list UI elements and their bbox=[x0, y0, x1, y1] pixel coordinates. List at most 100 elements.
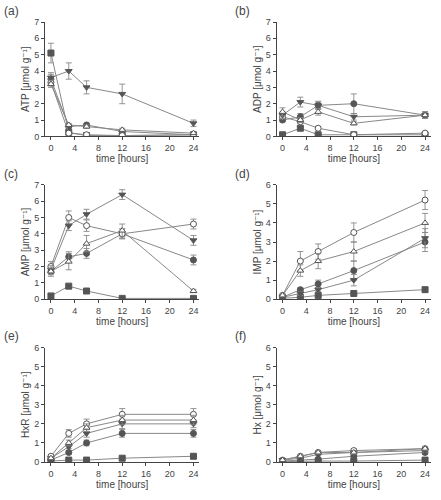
svg-text:12: 12 bbox=[117, 469, 127, 479]
svg-text:16: 16 bbox=[373, 306, 383, 316]
svg-text:16: 16 bbox=[141, 469, 151, 479]
svg-text:4: 4 bbox=[266, 66, 271, 76]
svg-text:1: 1 bbox=[34, 115, 39, 125]
svg-text:1: 1 bbox=[34, 278, 39, 288]
svg-text:12: 12 bbox=[349, 306, 359, 316]
svg-text:(d): (d) bbox=[235, 167, 250, 181]
svg-text:(c): (c) bbox=[4, 167, 18, 181]
svg-text:4: 4 bbox=[34, 381, 39, 391]
svg-text:16: 16 bbox=[373, 143, 383, 153]
svg-text:0: 0 bbox=[34, 457, 39, 467]
svg-text:7: 7 bbox=[266, 17, 271, 27]
svg-text:IMP [μmol g⁻¹]: IMP [μmol g⁻¹] bbox=[252, 209, 263, 274]
svg-text:0: 0 bbox=[48, 469, 53, 479]
svg-text:8: 8 bbox=[328, 469, 333, 479]
svg-text:time [hours]: time [hours] bbox=[328, 479, 380, 490]
svg-text:time [hours]: time [hours] bbox=[328, 316, 380, 327]
svg-text:time [hours]: time [hours] bbox=[96, 316, 148, 327]
svg-text:0: 0 bbox=[266, 132, 271, 142]
svg-text:0: 0 bbox=[34, 294, 39, 304]
svg-text:0: 0 bbox=[280, 306, 285, 316]
svg-text:Hx [μmol g⁻¹]: Hx [μmol g⁻¹] bbox=[252, 375, 263, 435]
svg-text:16: 16 bbox=[141, 143, 151, 153]
svg-text:16: 16 bbox=[141, 306, 151, 316]
svg-text:8: 8 bbox=[328, 306, 333, 316]
svg-text:20: 20 bbox=[396, 469, 406, 479]
svg-text:6: 6 bbox=[34, 33, 39, 43]
svg-text:12: 12 bbox=[349, 469, 359, 479]
svg-text:3: 3 bbox=[266, 237, 271, 247]
svg-text:2: 2 bbox=[266, 419, 271, 429]
svg-text:3: 3 bbox=[266, 400, 271, 410]
svg-text:7: 7 bbox=[34, 180, 39, 190]
svg-text:3: 3 bbox=[34, 400, 39, 410]
svg-text:20: 20 bbox=[165, 469, 175, 479]
svg-text:HxR [μmol g⁻¹]: HxR [μmol g⁻¹] bbox=[20, 371, 31, 438]
svg-text:16: 16 bbox=[373, 469, 383, 479]
svg-text:4: 4 bbox=[72, 469, 77, 479]
svg-text:7: 7 bbox=[34, 17, 39, 27]
svg-text:time [hours]: time [hours] bbox=[328, 153, 380, 164]
svg-text:5: 5 bbox=[34, 362, 39, 372]
svg-text:0: 0 bbox=[34, 132, 39, 142]
svg-text:ADP [μmol g⁻¹]: ADP [μmol g⁻¹] bbox=[252, 45, 263, 113]
svg-text:8: 8 bbox=[328, 143, 333, 153]
svg-text:24: 24 bbox=[188, 306, 198, 316]
svg-text:3: 3 bbox=[266, 83, 271, 93]
svg-text:0: 0 bbox=[48, 306, 53, 316]
svg-text:24: 24 bbox=[420, 469, 430, 479]
svg-text:1: 1 bbox=[266, 115, 271, 125]
svg-text:5: 5 bbox=[266, 199, 271, 209]
svg-text:5: 5 bbox=[34, 50, 39, 60]
svg-text:6: 6 bbox=[34, 196, 39, 206]
svg-text:time [hours]: time [hours] bbox=[96, 479, 148, 490]
svg-text:2: 2 bbox=[34, 99, 39, 109]
svg-text:6: 6 bbox=[34, 343, 39, 353]
svg-text:6: 6 bbox=[266, 33, 271, 43]
svg-text:4: 4 bbox=[266, 381, 271, 391]
svg-text:4: 4 bbox=[34, 229, 39, 239]
svg-text:(a): (a) bbox=[4, 4, 19, 18]
svg-text:2: 2 bbox=[266, 256, 271, 266]
svg-text:4: 4 bbox=[304, 469, 309, 479]
svg-text:4: 4 bbox=[72, 306, 77, 316]
svg-text:8: 8 bbox=[96, 143, 101, 153]
svg-text:20: 20 bbox=[396, 143, 406, 153]
svg-text:1: 1 bbox=[266, 275, 271, 285]
svg-text:12: 12 bbox=[117, 306, 127, 316]
svg-text:AMP [μmol g⁻¹]: AMP [μmol g⁻¹] bbox=[20, 207, 31, 276]
svg-text:6: 6 bbox=[266, 180, 271, 190]
svg-text:0: 0 bbox=[266, 457, 271, 467]
svg-text:24: 24 bbox=[420, 306, 430, 316]
svg-text:5: 5 bbox=[266, 50, 271, 60]
svg-text:20: 20 bbox=[396, 306, 406, 316]
svg-text:8: 8 bbox=[96, 469, 101, 479]
svg-text:3: 3 bbox=[34, 83, 39, 93]
svg-text:5: 5 bbox=[266, 362, 271, 372]
svg-text:3: 3 bbox=[34, 245, 39, 255]
svg-text:24: 24 bbox=[420, 143, 430, 153]
svg-text:2: 2 bbox=[34, 262, 39, 272]
svg-text:1: 1 bbox=[34, 438, 39, 448]
svg-text:20: 20 bbox=[165, 143, 175, 153]
svg-text:time [hours]: time [hours] bbox=[96, 153, 148, 164]
svg-text:8: 8 bbox=[96, 306, 101, 316]
svg-text:12: 12 bbox=[349, 143, 359, 153]
svg-text:(f): (f) bbox=[235, 329, 246, 343]
svg-text:4: 4 bbox=[266, 218, 271, 228]
svg-text:0: 0 bbox=[280, 469, 285, 479]
svg-text:5: 5 bbox=[34, 213, 39, 223]
svg-text:0: 0 bbox=[48, 143, 53, 153]
svg-text:6: 6 bbox=[266, 343, 271, 353]
svg-text:4: 4 bbox=[72, 143, 77, 153]
svg-text:(e): (e) bbox=[4, 329, 19, 343]
svg-text:20: 20 bbox=[165, 306, 175, 316]
svg-text:1: 1 bbox=[266, 438, 271, 448]
svg-text:4: 4 bbox=[34, 66, 39, 76]
svg-text:24: 24 bbox=[188, 143, 198, 153]
svg-text:2: 2 bbox=[34, 419, 39, 429]
svg-text:12: 12 bbox=[117, 143, 127, 153]
svg-text:4: 4 bbox=[304, 143, 309, 153]
svg-text:4: 4 bbox=[304, 306, 309, 316]
svg-text:ATP [μmol g⁻¹]: ATP [μmol g⁻¹] bbox=[20, 46, 31, 112]
